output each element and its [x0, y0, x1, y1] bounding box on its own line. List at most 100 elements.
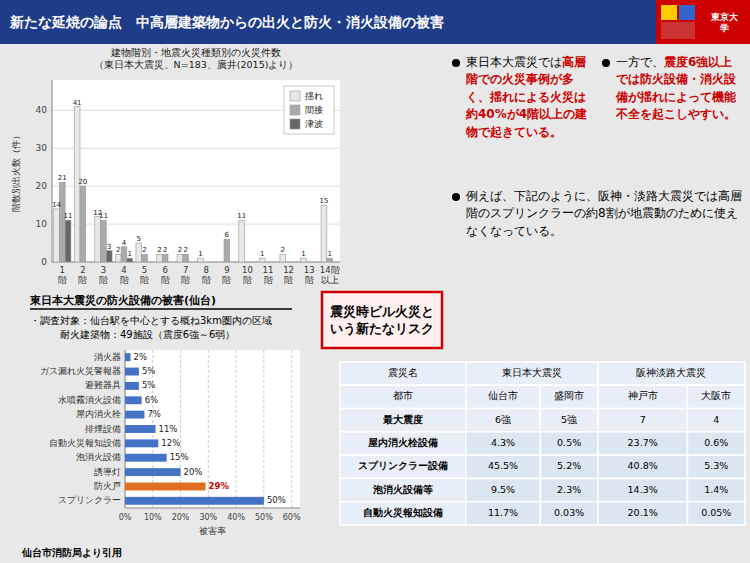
- table-text: 5強: [561, 414, 577, 425]
- data-label: 20%: [184, 467, 203, 477]
- bar: [301, 258, 307, 262]
- bar: [127, 258, 133, 262]
- survey-text: 耐火建築物：49施設（震度6強～6弱）: [30, 329, 235, 340]
- logo-square: [661, 22, 695, 39]
- bar: [265, 262, 271, 263]
- table-text: 神戸市: [628, 390, 658, 401]
- table-text: 20.1%: [628, 507, 658, 518]
- survey-text: ・調査対象：仙台駅を中心とする概ね3km圏内の区域: [30, 315, 272, 326]
- bar: [183, 254, 189, 262]
- text-line: 階: [78, 275, 87, 285]
- text-line: 階: [58, 275, 67, 285]
- table-text: 14.3%: [628, 484, 658, 495]
- data-label: 11: [64, 212, 73, 220]
- x-tick-label: 1階: [58, 265, 67, 285]
- logo-square: [679, 5, 695, 20]
- text-line: 3: [101, 265, 106, 275]
- table-cell: [340, 385, 466, 408]
- bar: [250, 262, 256, 263]
- table-text: 泡消火設備等: [372, 484, 433, 495]
- table-cell: [540, 385, 598, 408]
- table: 震災名東日本大震災阪神淡路大震災都市仙台市盛岡市神戸市大阪市最大震度6強5強74…: [340, 362, 745, 525]
- bar: [157, 254, 163, 262]
- bar: [65, 220, 71, 262]
- table-cell: [687, 478, 745, 501]
- table-cell: [687, 409, 745, 432]
- table-cell: [466, 478, 541, 501]
- data-label: 1: [301, 250, 305, 258]
- text-line: （東日本大震災、N=183、廣井(2015)より）: [94, 59, 299, 70]
- bar: [106, 251, 112, 262]
- y-tick-label: 排煙設備: [85, 424, 121, 434]
- text-line: 階: [222, 275, 231, 285]
- bar: [333, 262, 339, 263]
- table-text: 大阪市: [701, 390, 731, 401]
- table-text: 東日本大震災: [502, 367, 562, 378]
- x-tick-label: 12階: [283, 265, 294, 285]
- bar: [147, 262, 153, 263]
- y-tick-label: ガス漏れ火災警報器: [40, 366, 121, 376]
- table-text: 都市: [393, 390, 413, 401]
- table-cell: [540, 455, 598, 478]
- table-cell: [340, 362, 466, 385]
- bar: [239, 220, 245, 262]
- bar: [86, 262, 92, 263]
- bar: [162, 254, 168, 262]
- text-line: 学: [720, 22, 729, 32]
- bar: [230, 262, 236, 263]
- bullet-text: 東日本大震災では高層階での火災事例が多く、揺れによる火災は約40%が4階以上の建…: [452, 54, 594, 141]
- table-cell: [340, 409, 466, 432]
- bars: [125, 353, 264, 505]
- grid-line: [263, 350, 264, 508]
- y-axis-label: 階数別出火数（件）: [11, 131, 21, 212]
- bar: [142, 254, 148, 262]
- bar: [327, 258, 333, 262]
- table-cell: [466, 409, 541, 432]
- table-cell: [540, 502, 598, 525]
- y-tick-label: 水噴霧消火設備: [58, 395, 121, 405]
- grid-line: [291, 350, 292, 508]
- data-label: 2: [116, 246, 120, 254]
- text-line: 11: [263, 265, 274, 275]
- text-line: 階: [99, 275, 108, 285]
- table-cell: [598, 478, 688, 501]
- bar: [321, 205, 327, 262]
- x-tick-label: 6階: [161, 265, 170, 285]
- x-tick-label: 8階: [202, 265, 211, 285]
- text-line: 10: [242, 265, 253, 275]
- text-line: 建物階別・地震火災種類別の火災件数: [110, 47, 281, 58]
- table-cell: [466, 432, 541, 455]
- data-label: 15: [319, 197, 328, 205]
- data-label: 21: [58, 174, 67, 182]
- bullet-dot: [602, 59, 610, 67]
- legend-label: 揺れ: [305, 91, 323, 101]
- logo-box: [656, 0, 750, 44]
- table-text: 9.5%: [491, 484, 515, 495]
- bar: [125, 396, 142, 404]
- y-tick-label: 30: [36, 143, 48, 153]
- table-text: 4.3%: [491, 437, 515, 448]
- x-tick-label: 10階: [242, 265, 253, 285]
- table-cell: [598, 502, 688, 525]
- table-text: 7: [640, 414, 646, 425]
- bar: [136, 243, 142, 262]
- table-cell: [540, 478, 598, 501]
- legend-label: 間接: [305, 105, 323, 115]
- bullet-text: 一方で、震度6強以上では防火設備・消火設備が揺れによって機能不全を起こしやすい。: [602, 54, 744, 124]
- data-label: 6: [225, 231, 230, 239]
- table-text: 11.7%: [488, 507, 518, 518]
- table-cell: [687, 455, 745, 478]
- bar: [125, 353, 131, 361]
- table-cell: [598, 362, 745, 385]
- text-line: 階: [140, 275, 149, 285]
- data-label: 3: [107, 243, 111, 251]
- text-line: 7: [183, 265, 188, 275]
- data-label: 1: [128, 250, 132, 258]
- table-cell: [340, 432, 466, 455]
- table-text: 4: [713, 414, 719, 425]
- text-line: 1: [60, 265, 65, 275]
- x-tick-label: 11階: [263, 265, 274, 285]
- data-label: 2%: [134, 352, 148, 362]
- grid-line: [236, 350, 237, 508]
- bullet-part: 例えば、下記のように、阪神・淡路大震災では高層階のスプリンクラーの約8割が地震動…: [466, 189, 742, 238]
